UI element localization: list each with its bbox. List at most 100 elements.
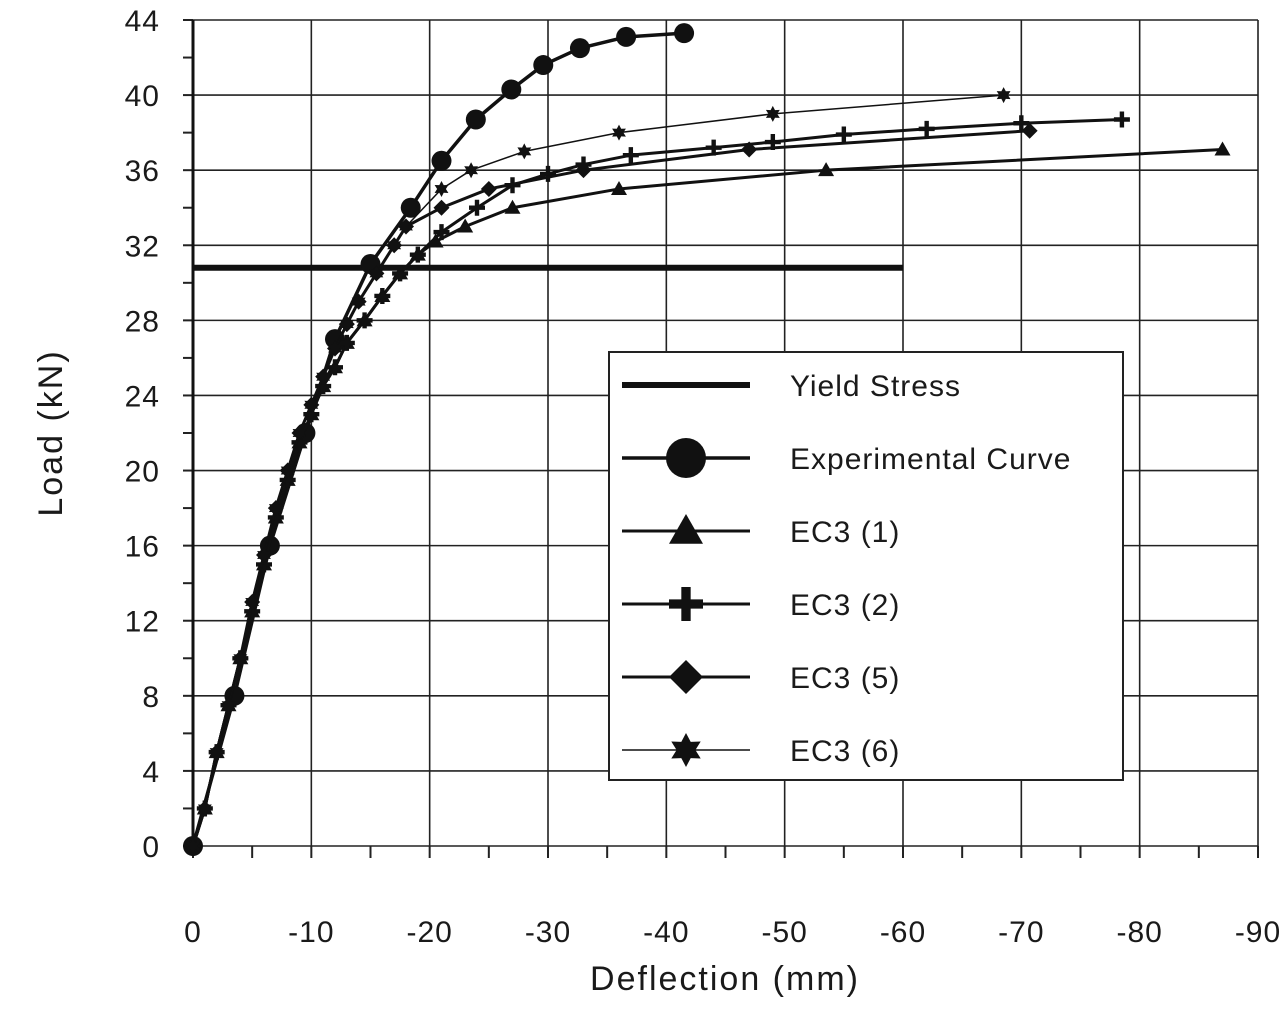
star-marker — [209, 744, 224, 761]
y-tick-label: 32 — [125, 230, 160, 263]
x-tick-label: -30 — [525, 916, 571, 949]
y-tick-label: 4 — [142, 756, 160, 789]
triangle-marker — [818, 162, 835, 177]
star-marker — [280, 462, 295, 479]
series-line — [192, 94, 1004, 847]
star-marker — [996, 87, 1011, 104]
y-tick-label: 24 — [125, 380, 160, 413]
diamond-marker — [1021, 122, 1038, 139]
circle-marker — [616, 26, 637, 47]
legend-label: Yield Stress — [790, 370, 961, 403]
y-tick-label: 12 — [125, 606, 160, 639]
star-marker — [292, 425, 307, 441]
plus-marker — [835, 126, 852, 143]
triangle-marker — [669, 514, 703, 544]
circle-marker — [569, 38, 590, 59]
series-layer — [183, 23, 1231, 856]
diamond-marker — [480, 180, 497, 197]
diamond-marker — [433, 199, 450, 216]
legend-box — [608, 351, 1124, 781]
diamond-marker — [575, 162, 592, 179]
star-marker — [221, 697, 236, 714]
star-marker — [765, 105, 780, 122]
legend-entry: EC3 (2) — [622, 587, 900, 622]
y-tick-label: 0 — [142, 831, 160, 864]
legend-label: EC3 (5) — [790, 662, 900, 695]
x-axis-label: Deflection (mm) — [590, 960, 860, 998]
star-marker — [339, 316, 354, 333]
star-marker — [351, 293, 366, 310]
plus-marker — [356, 312, 373, 329]
triangle-marker — [427, 233, 444, 248]
star-marker — [612, 124, 626, 141]
plus-marker — [918, 120, 935, 137]
circle-marker — [431, 150, 452, 171]
star-marker — [316, 368, 331, 385]
y-tick-label: 40 — [125, 80, 160, 113]
x-tick-label: 0 — [184, 916, 202, 949]
circle-marker — [400, 197, 421, 218]
star-marker — [268, 500, 283, 517]
x-tick-label: -40 — [643, 916, 689, 949]
plus-marker — [469, 199, 485, 216]
star-marker — [233, 650, 248, 667]
diamond-marker — [669, 660, 703, 694]
circle-marker — [666, 438, 706, 478]
x-tick-label: -10 — [288, 916, 334, 949]
triangle-marker — [457, 218, 474, 233]
star-marker — [464, 162, 478, 179]
plus-marker — [338, 334, 355, 351]
star-marker — [671, 733, 701, 767]
y-tick-label: 28 — [125, 305, 160, 338]
star-marker — [387, 237, 402, 254]
legend-entry: EC3 (6) — [622, 733, 900, 768]
y-tick-label: 20 — [125, 456, 160, 489]
circle-marker — [501, 79, 522, 100]
x-tick-label: -90 — [1235, 916, 1281, 949]
y-tick-label: 8 — [142, 681, 160, 714]
legend-label: EC3 (1) — [790, 516, 900, 549]
legend-entry: Experimental Curve — [622, 438, 1071, 478]
legend-label: EC3 (6) — [790, 735, 900, 768]
star-marker — [186, 838, 200, 854]
plus-marker — [374, 287, 391, 304]
circle-marker — [465, 109, 486, 130]
x-tick-label: -50 — [761, 916, 807, 949]
legend-entry: EC3 (5) — [622, 660, 900, 695]
plus-marker — [669, 587, 703, 621]
legend: Yield Stress Experimental Curve EC3 (1) EC3… — [608, 351, 1124, 781]
star-marker — [434, 181, 449, 197]
circle-marker — [533, 55, 554, 76]
y-tick-label: 16 — [125, 531, 160, 564]
x-tick-label: -80 — [1116, 916, 1162, 949]
circle-marker — [674, 23, 695, 44]
triangle-marker — [504, 199, 521, 214]
plus-marker — [433, 224, 450, 241]
plus-marker — [327, 359, 343, 376]
series-ec3-6 — [186, 87, 1011, 854]
star-marker — [257, 547, 271, 563]
x-tick-label: -60 — [880, 916, 926, 949]
legend-entry: EC3 (1) — [622, 514, 900, 549]
y-axis-label: Load (kN) — [32, 349, 70, 516]
legend-label: EC3 (2) — [790, 589, 900, 622]
star-marker — [369, 265, 384, 282]
plus-marker — [409, 246, 426, 263]
triangle-marker — [1214, 141, 1231, 156]
star-marker — [399, 218, 413, 235]
plus-marker — [540, 165, 556, 182]
star-marker — [328, 340, 342, 357]
plus-marker — [1113, 111, 1130, 128]
triangle-marker — [611, 180, 627, 195]
star-marker — [517, 143, 532, 160]
star-marker — [197, 800, 212, 817]
diamond-marker — [741, 141, 758, 158]
x-tick-label: -20 — [406, 916, 452, 949]
tick-labels: 0 -10 -20 -30 -40 -50 -60 -70 -80 -90 0 4 8 12 16 20 24 2… — [125, 5, 1281, 949]
legend-label: Experimental Curve — [790, 443, 1071, 476]
plus-marker — [622, 147, 639, 164]
legend-entry: Yield Stress — [622, 370, 961, 403]
y-tick-label: 36 — [125, 155, 160, 188]
x-tick-label: -70 — [998, 916, 1044, 949]
